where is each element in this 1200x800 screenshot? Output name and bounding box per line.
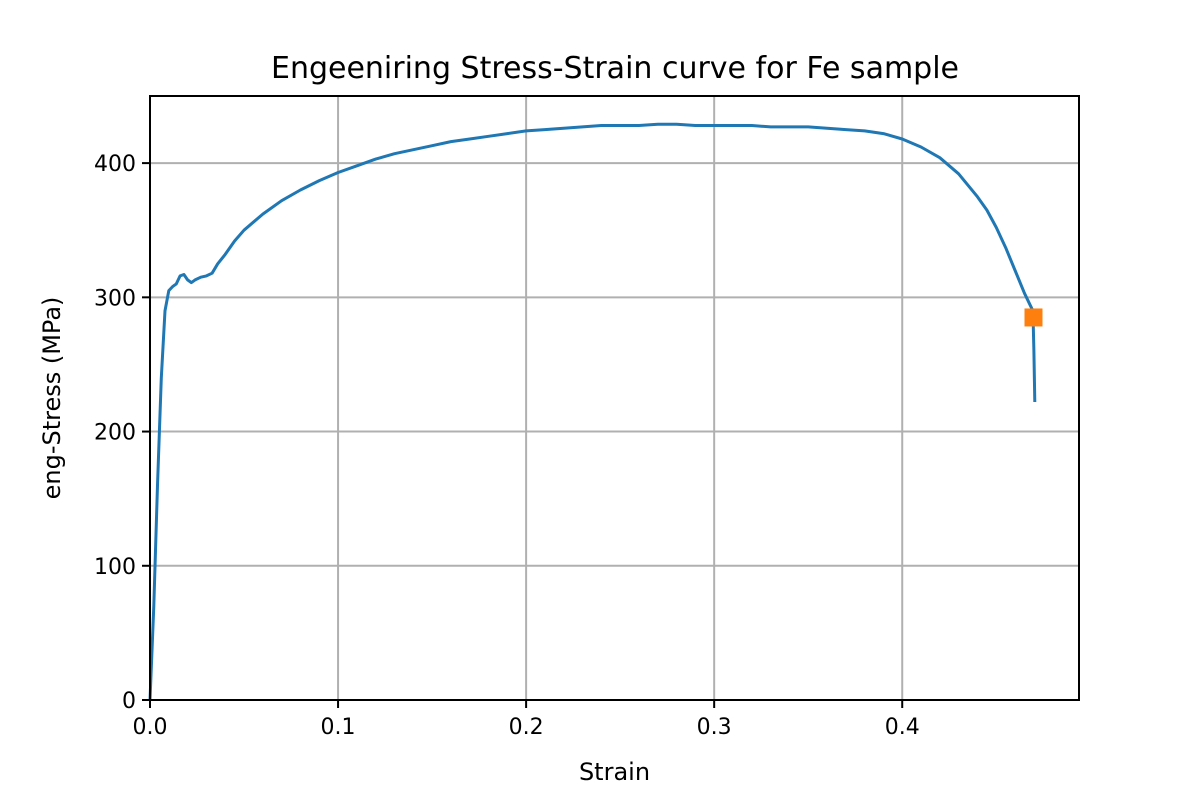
x-tick-label: 0.3 <box>697 715 732 740</box>
x-axis: 0.0 0.1 0.2 0.3 0.4 <box>133 700 920 740</box>
axes-frame <box>149 95 1080 701</box>
grid-lines <box>149 96 1079 701</box>
x-axis-label: Strain <box>579 758 650 786</box>
x-tick-label: 0.1 <box>321 715 356 740</box>
x-tick-label: 0.4 <box>885 715 920 740</box>
y-tick-label: 200 <box>94 421 136 446</box>
y-axis: 0 100 200 300 400 <box>94 152 150 714</box>
y-tick-label: 400 <box>94 152 136 177</box>
y-axis-label: eng-Stress (MPa) <box>38 297 66 500</box>
y-tick-label: 0 <box>122 689 136 714</box>
stress-strain-line <box>148 122 1037 701</box>
y-tick-label: 100 <box>94 555 136 580</box>
failure-point-marker <box>1024 308 1043 327</box>
x-tick-label: 0.2 <box>509 715 544 740</box>
x-tick-label: 0.0 <box>133 715 168 740</box>
plot-area <box>148 122 1043 701</box>
y-tick-label: 300 <box>94 286 136 311</box>
chart-title: Engeeniring Stress-Strain curve for Fe s… <box>271 51 959 86</box>
